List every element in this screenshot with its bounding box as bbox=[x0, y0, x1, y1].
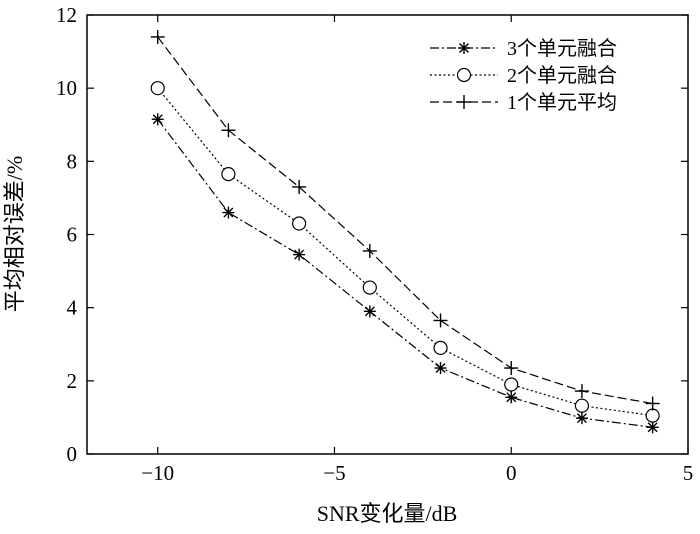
data-point bbox=[504, 361, 519, 376]
legend-entry: 1个单元平均 bbox=[430, 91, 617, 114]
plus-marker bbox=[457, 95, 471, 109]
circle-marker bbox=[574, 398, 590, 413]
legend-label: 3个单元融合 bbox=[507, 37, 617, 60]
data-point bbox=[574, 384, 589, 399]
circle-marker bbox=[150, 81, 165, 96]
x-tick-label: 5 bbox=[683, 461, 694, 485]
asterisk-marker bbox=[293, 248, 306, 261]
circle-marker bbox=[504, 377, 519, 392]
data-point bbox=[362, 280, 377, 295]
asterisk-marker bbox=[458, 42, 470, 54]
asterisk-marker bbox=[222, 206, 235, 219]
legend-entry: 3个单元融合 bbox=[430, 37, 617, 60]
marker-stroke bbox=[506, 392, 517, 403]
asterisk-marker bbox=[363, 305, 376, 318]
x-tick-label: −5 bbox=[323, 461, 345, 485]
plus-marker bbox=[574, 384, 589, 399]
marker-stroke bbox=[459, 43, 469, 53]
legend: 3个单元融合 2个单元融合 1个单元平均 bbox=[430, 37, 617, 114]
data-point bbox=[362, 243, 377, 258]
asterisk-marker bbox=[646, 421, 659, 434]
asterisk-marker bbox=[505, 391, 518, 404]
legend-label: 2个单元融合 bbox=[507, 64, 617, 87]
data-point bbox=[574, 398, 590, 413]
y-tick-label: 6 bbox=[67, 223, 78, 247]
plus-marker bbox=[362, 243, 377, 258]
data-point bbox=[505, 391, 518, 404]
data-point bbox=[221, 123, 236, 138]
marker-stroke bbox=[223, 207, 234, 218]
plus-marker bbox=[645, 396, 660, 411]
data-point bbox=[575, 412, 588, 425]
y-tick-label: 10 bbox=[56, 76, 77, 100]
data-point bbox=[292, 216, 307, 231]
data-point bbox=[433, 313, 448, 328]
series-3 bbox=[150, 29, 660, 411]
legend-entry: 2个单元融合 bbox=[430, 64, 617, 87]
series-1 bbox=[151, 113, 659, 434]
data-point bbox=[433, 340, 448, 356]
series-line bbox=[157, 36, 653, 405]
y-tick-label: 2 bbox=[67, 369, 78, 393]
y-tick-label: 4 bbox=[67, 296, 78, 320]
y-tick-label: 0 bbox=[67, 442, 78, 466]
circle-marker bbox=[645, 408, 660, 423]
data-point bbox=[150, 29, 165, 44]
marker-stroke bbox=[294, 249, 305, 260]
series-layer bbox=[150, 29, 660, 434]
marker-stroke bbox=[152, 114, 163, 125]
plus-marker bbox=[292, 179, 307, 194]
x-axis-label: SNR变化量/dB bbox=[317, 501, 458, 526]
asterisk-marker bbox=[151, 113, 164, 126]
data-point bbox=[645, 396, 660, 411]
data-point bbox=[363, 305, 376, 318]
data-point bbox=[221, 167, 236, 182]
y-tick-label: 8 bbox=[67, 149, 78, 173]
data-point bbox=[151, 113, 164, 126]
circle-marker bbox=[221, 167, 236, 182]
data-point bbox=[645, 408, 660, 423]
y-axis-label: 平均相对误差/% bbox=[2, 156, 27, 312]
plus-marker bbox=[150, 29, 165, 44]
plus-marker bbox=[221, 123, 236, 138]
marker-stroke bbox=[576, 413, 587, 424]
marker-stroke bbox=[364, 306, 375, 317]
plus-marker bbox=[504, 361, 519, 376]
circle-marker bbox=[433, 340, 448, 356]
axis-ticks: −10 −5 0 5 0 2 4 6 8 10 12 bbox=[56, 3, 693, 485]
circle-marker bbox=[292, 216, 307, 231]
data-point bbox=[292, 179, 307, 194]
circle-marker bbox=[456, 67, 472, 83]
y-tick-label: 12 bbox=[56, 3, 77, 27]
x-tick-label: −10 bbox=[141, 461, 174, 485]
plus-marker bbox=[433, 313, 448, 328]
series-2 bbox=[150, 81, 660, 423]
data-point bbox=[646, 421, 659, 434]
data-point bbox=[222, 206, 235, 219]
data-point bbox=[434, 362, 447, 375]
asterisk-marker bbox=[575, 412, 588, 425]
series-line bbox=[157, 118, 653, 428]
data-point bbox=[293, 248, 306, 261]
legend-label: 1个单元平均 bbox=[507, 91, 617, 114]
circle-marker bbox=[362, 280, 377, 295]
marker-stroke bbox=[647, 422, 658, 433]
x-tick-label: 0 bbox=[506, 461, 517, 485]
series-line bbox=[157, 87, 653, 417]
marker-stroke bbox=[435, 363, 446, 374]
asterisk-marker bbox=[434, 362, 447, 375]
data-point bbox=[504, 377, 519, 392]
data-point bbox=[150, 81, 165, 96]
